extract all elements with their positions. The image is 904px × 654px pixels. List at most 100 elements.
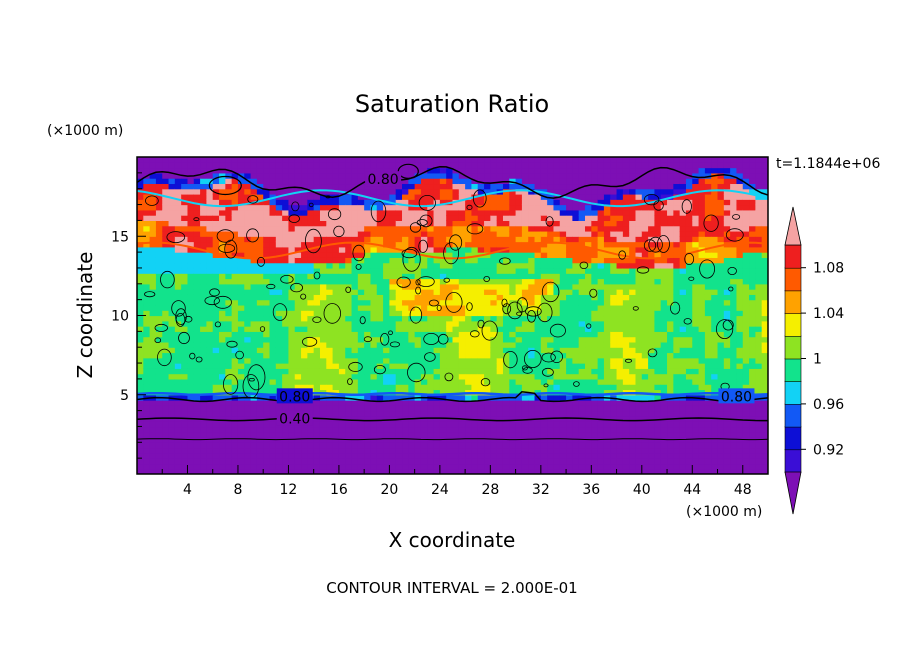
field-cell: [559, 384, 567, 391]
field-cell: [439, 215, 447, 221]
field-cell: [572, 310, 580, 317]
field-cell: [389, 193, 397, 200]
field-cell: [622, 199, 630, 206]
field-cell: [402, 410, 409, 417]
field-cell: [616, 178, 624, 185]
field-cell: [225, 157, 233, 163]
field-cell: [370, 278, 378, 285]
field-cell: [496, 405, 504, 412]
field-cell: [603, 188, 611, 195]
field-cell: [212, 310, 220, 317]
field-cell: [193, 225, 201, 232]
field-cell: [212, 215, 220, 221]
field-cell: [572, 267, 580, 274]
field-cell: [420, 463, 428, 470]
field-cell: [137, 326, 144, 332]
field-cell: [433, 363, 441, 369]
field-cell: [446, 215, 454, 221]
field-cell: [597, 368, 605, 375]
field-cell: [376, 421, 384, 428]
field-cell: [629, 215, 637, 221]
field-cell: [301, 310, 308, 317]
field-cell: [332, 336, 340, 343]
field-cell: [149, 352, 157, 359]
field-cell: [370, 421, 378, 428]
field-cell: [654, 452, 662, 459]
field-cell: [553, 442, 561, 449]
field-cell: [433, 468, 441, 474]
field-cell: [269, 468, 277, 474]
field-cell: [282, 310, 290, 317]
field-cell: [332, 341, 340, 348]
field-cell: [496, 341, 504, 348]
field-cell: [383, 299, 390, 306]
field-cell: [654, 468, 662, 474]
field-cell: [496, 378, 504, 385]
field-cell: [143, 252, 151, 258]
field-cell: [181, 357, 189, 364]
field-cell: [521, 289, 529, 295]
field-cell: [282, 204, 290, 211]
field-cell: [540, 331, 548, 338]
field-cell: [553, 458, 561, 465]
field-cell: [521, 204, 529, 211]
field-cell: [452, 373, 460, 380]
field-cell: [603, 315, 611, 322]
field-cell: [155, 352, 163, 359]
field-cell: [326, 442, 334, 449]
field-cell: [263, 336, 271, 343]
field-cell: [654, 378, 662, 385]
field-cell: [452, 273, 460, 280]
field-cell: [200, 278, 208, 285]
field-cell: [484, 209, 491, 216]
field-cell: [566, 331, 573, 338]
field-cell: [187, 220, 195, 227]
field-cell: [225, 331, 233, 338]
field-cell: [547, 252, 555, 258]
field-cell: [641, 458, 649, 465]
field-cell: [376, 415, 384, 422]
field-cell: [610, 209, 618, 216]
field-cell: [559, 421, 567, 428]
field-cell: [231, 447, 239, 454]
field-cell: [269, 294, 277, 301]
field-cell: [641, 273, 649, 280]
field-cell: [610, 326, 618, 332]
field-cell: [540, 315, 548, 322]
field-cell: [433, 394, 441, 401]
field-cell: [383, 326, 390, 332]
field-cell: [326, 373, 334, 380]
field-cell: [389, 415, 397, 422]
field-cell: [641, 331, 649, 338]
field-cell: [629, 331, 637, 338]
field-cell: [610, 294, 618, 301]
field-cell: [477, 178, 485, 185]
field-cell: [477, 357, 485, 364]
field-cell: [585, 400, 592, 406]
field-cell: [219, 378, 226, 385]
field-cell: [200, 352, 208, 359]
field-cell: [648, 400, 656, 406]
field-cell: [137, 426, 144, 433]
field-cell: [509, 341, 517, 348]
field-cell: [193, 220, 201, 227]
field-cell: [648, 315, 656, 322]
field-cell: [288, 458, 296, 465]
field-cell: [294, 230, 302, 237]
field-cell: [206, 273, 214, 280]
field-cell: [351, 320, 359, 327]
field-cell: [521, 273, 529, 280]
field-cell: [616, 278, 624, 285]
field-cell: [496, 389, 504, 396]
field-cell: [622, 363, 630, 369]
field-cell: [408, 167, 416, 174]
field-cell: [446, 252, 454, 258]
field-cell: [484, 183, 491, 190]
field-cell: [206, 415, 214, 422]
field-cell: [597, 183, 605, 190]
field-cell: [446, 188, 454, 195]
field-cell: [351, 167, 359, 174]
field-cell: [364, 246, 372, 253]
field-cell: [616, 421, 624, 428]
field-cell: [269, 315, 277, 322]
